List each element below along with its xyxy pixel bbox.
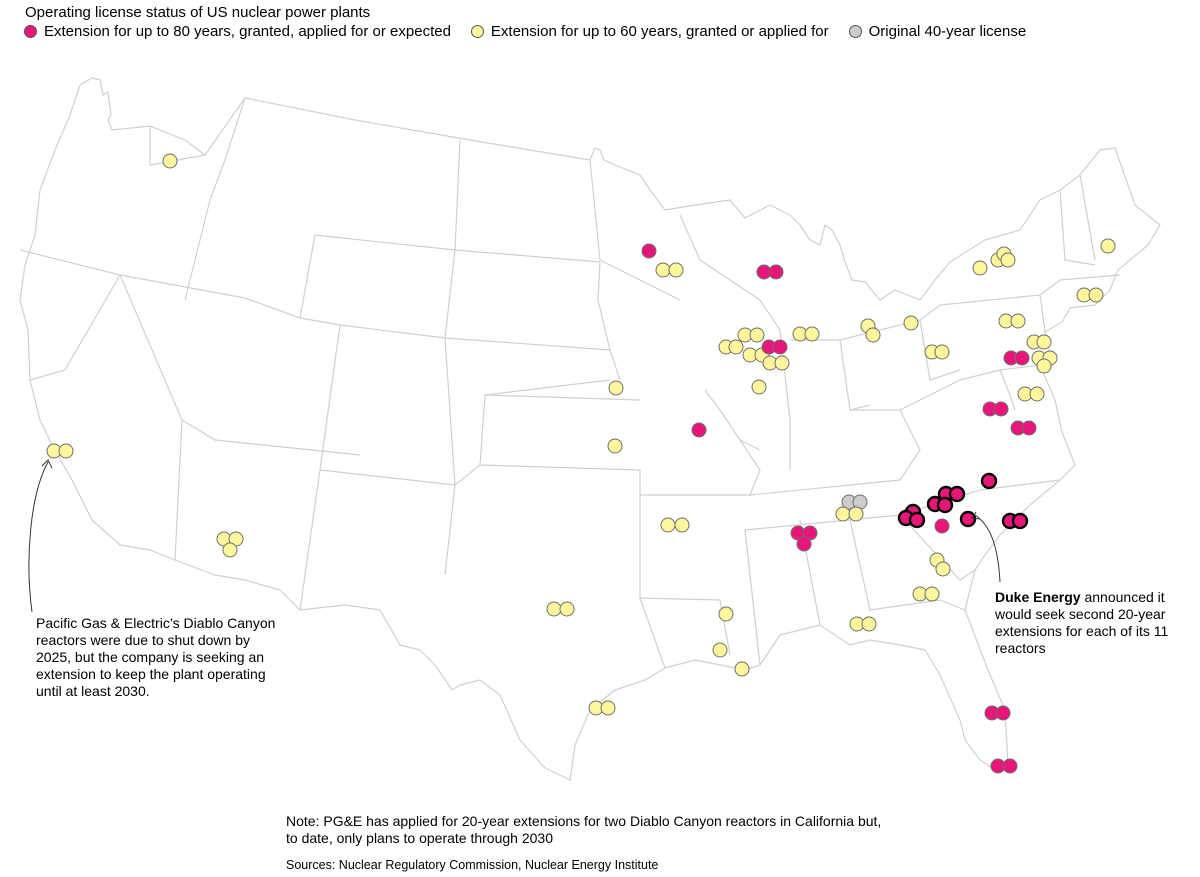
plant-marker-ext60 bbox=[804, 326, 820, 342]
plant-marker-duke-energy bbox=[908, 511, 926, 529]
legend-label-ext60: Extension for up to 60 years, granted or… bbox=[490, 23, 829, 40]
plant-marker-ext60 bbox=[668, 262, 684, 278]
plant-marker-duke-energy bbox=[936, 496, 954, 514]
legend-swatch-orig40 bbox=[848, 25, 862, 38]
plant-marker-ext60 bbox=[934, 344, 950, 360]
plant-marker-ext60 bbox=[660, 517, 676, 533]
plant-marker-ext60 bbox=[924, 586, 940, 602]
sources: Sources: Nuclear Regulatory Commission, … bbox=[286, 858, 659, 872]
plant-markers bbox=[46, 153, 1116, 774]
legend-item-ext80: Extension for up to 80 years, granted, a… bbox=[24, 23, 451, 40]
plant-marker-ext80 bbox=[1021, 420, 1037, 436]
plant-marker-ext60 bbox=[607, 438, 623, 454]
plant-marker-ext60 bbox=[1036, 334, 1052, 350]
plant-marker-ext60 bbox=[1036, 358, 1052, 374]
plant-marker-ext80 bbox=[691, 422, 707, 438]
plant-marker-ext80 bbox=[1014, 350, 1030, 366]
plant-marker-ext80 bbox=[768, 264, 784, 280]
annotation-duke-energy: Duke Energy announced it would seek seco… bbox=[995, 589, 1170, 657]
leader-line-diablo-canyon bbox=[28, 461, 49, 613]
plant-marker-ext60 bbox=[848, 506, 864, 522]
legend-label-ext80: Extension for up to 80 years, granted, a… bbox=[44, 23, 451, 40]
plant-marker-ext60 bbox=[1000, 252, 1016, 268]
plant-marker-ext60 bbox=[734, 661, 750, 677]
leader-arrow-diablo-canyon bbox=[41, 459, 53, 469]
plant-marker-ext80 bbox=[796, 536, 812, 552]
plant-marker-ext80 bbox=[993, 401, 1009, 417]
plant-marker-ext80 bbox=[995, 705, 1011, 721]
legend: Extension for up to 80 years, granted, a… bbox=[24, 23, 1046, 40]
state-borders bbox=[19, 77, 1161, 781]
duke-rest-label: announced it would seek second 20-year e… bbox=[995, 589, 1169, 656]
plant-marker-duke-energy bbox=[948, 485, 966, 503]
plant-marker-ext60 bbox=[1029, 386, 1045, 402]
leader-line-duke-energy bbox=[974, 514, 1001, 583]
leader-arrow-duke-energy bbox=[971, 511, 981, 520]
plant-marker-duke-energy bbox=[980, 472, 998, 490]
plant-marker-ext60 bbox=[728, 339, 744, 355]
legend-item-ext60: Extension for up to 60 years, granted or… bbox=[470, 23, 829, 40]
plant-marker-ext60 bbox=[1100, 238, 1116, 254]
plant-marker-ext60 bbox=[674, 517, 690, 533]
legend-swatch-ext60 bbox=[470, 25, 484, 38]
plant-marker-ext80 bbox=[641, 243, 657, 259]
legend-item-orig40: Original 40-year license bbox=[848, 23, 1027, 40]
plant-marker-ext60 bbox=[861, 616, 877, 632]
plant-marker-ext60 bbox=[546, 601, 562, 617]
plant-marker-ext60 bbox=[162, 153, 178, 169]
plant-marker-ext60 bbox=[718, 606, 734, 622]
plant-marker-ext60 bbox=[1088, 287, 1104, 303]
plant-marker-ext60 bbox=[865, 327, 881, 343]
plant-marker-ext60 bbox=[1010, 313, 1026, 329]
plant-marker-duke-energy bbox=[959, 510, 977, 528]
plant-marker-ext60 bbox=[58, 443, 74, 459]
plant-marker-ext60 bbox=[972, 260, 988, 276]
plant-marker-ext60 bbox=[655, 262, 671, 278]
plant-marker-ext60 bbox=[749, 327, 765, 343]
plant-marker-ext80 bbox=[772, 339, 788, 355]
footnote: Note: PG&E has applied for 20-year exten… bbox=[286, 813, 882, 846]
plant-marker-ext60 bbox=[835, 506, 851, 522]
annotation-diablo-canyon: Pacific Gas & Electric’s Diablo Canyon r… bbox=[36, 615, 276, 699]
plant-marker-duke-energy bbox=[1011, 512, 1029, 530]
plant-marker-ext60 bbox=[600, 700, 616, 716]
legend-label-orig40: Original 40-year license bbox=[868, 23, 1027, 40]
map-title: Operating license status of US nuclear p… bbox=[25, 4, 371, 21]
plant-marker-ext60 bbox=[559, 601, 575, 617]
plant-marker-ext80 bbox=[1002, 758, 1018, 774]
plant-marker-ext60 bbox=[774, 355, 790, 371]
plant-marker-ext60 bbox=[751, 379, 767, 395]
plant-marker-ext60 bbox=[712, 642, 728, 658]
legend-swatch-ext80 bbox=[24, 25, 37, 38]
plant-marker-ext60 bbox=[222, 542, 238, 558]
plant-marker-ext80 bbox=[934, 518, 950, 534]
plant-marker-ext60 bbox=[608, 380, 624, 396]
plant-marker-ext60 bbox=[903, 315, 919, 331]
plant-marker-ext60 bbox=[935, 561, 951, 577]
duke-bold-label: Duke Energy bbox=[995, 589, 1081, 605]
